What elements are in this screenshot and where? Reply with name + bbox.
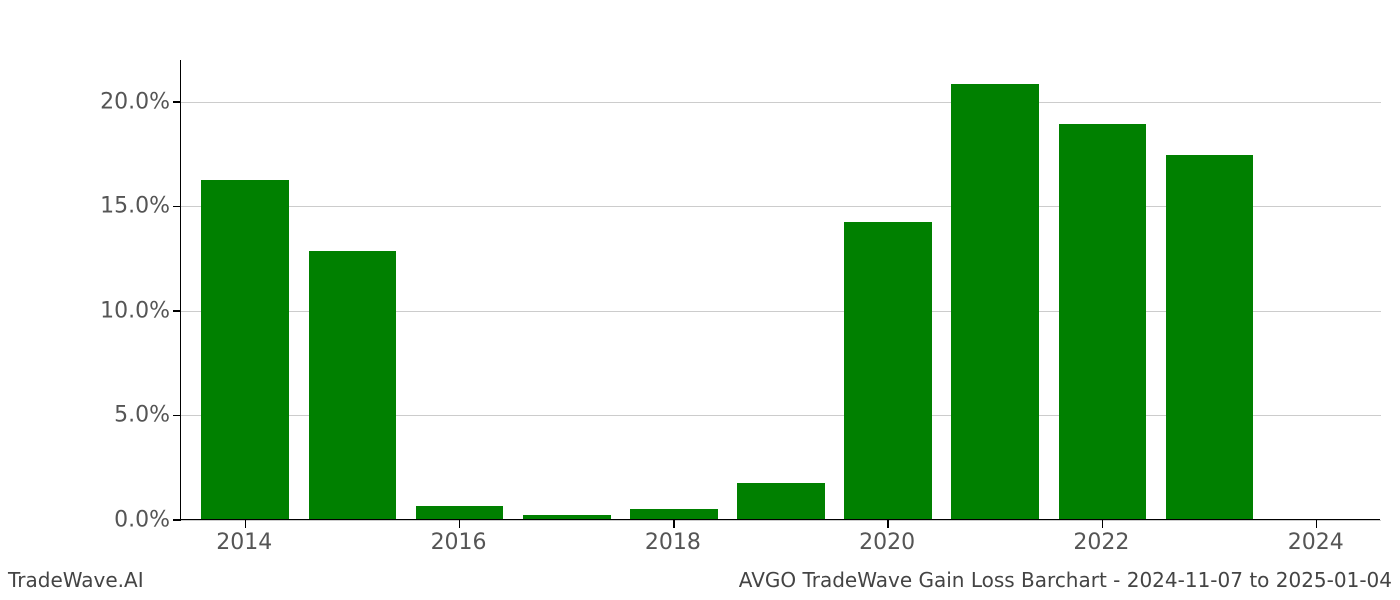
ytick-mark [173,206,181,208]
ytick-label: 20.0% [70,89,170,114]
xtick-label: 2022 [1073,530,1129,555]
xtick-label: 2016 [431,530,487,555]
xtick-mark [459,520,461,528]
xtick-label: 2014 [216,530,272,555]
xtick-label: 2018 [645,530,701,555]
xtick-mark [245,520,247,528]
xtick-label: 2020 [859,530,915,555]
ytick-label: 15.0% [70,194,170,219]
bar [951,84,1039,519]
bar [1166,155,1254,519]
bar [309,251,397,519]
xtick-mark [887,520,889,528]
ytick-label: 0.0% [70,508,170,533]
xtick-mark [673,520,675,528]
xtick-mark [1102,520,1104,528]
footer-left-text: TradeWave.AI [8,568,144,592]
bar [630,509,718,519]
ytick-mark [173,310,181,312]
ytick-mark [173,101,181,103]
ytick-label: 10.0% [70,298,170,323]
bar [201,180,289,519]
ytick-mark [173,519,181,521]
chart-container [180,60,1380,520]
gridline [181,520,1381,521]
xtick-label: 2024 [1288,530,1344,555]
xtick-mark [1316,520,1318,528]
bar [416,506,504,519]
bar [523,515,611,519]
footer-right-text: AVGO TradeWave Gain Loss Barchart - 2024… [739,568,1392,592]
ytick-label: 5.0% [70,403,170,428]
bar [1059,124,1147,519]
bar [844,222,932,519]
ytick-mark [173,415,181,417]
bar [737,483,825,519]
gridline [181,102,1381,103]
plot-area [180,60,1380,520]
